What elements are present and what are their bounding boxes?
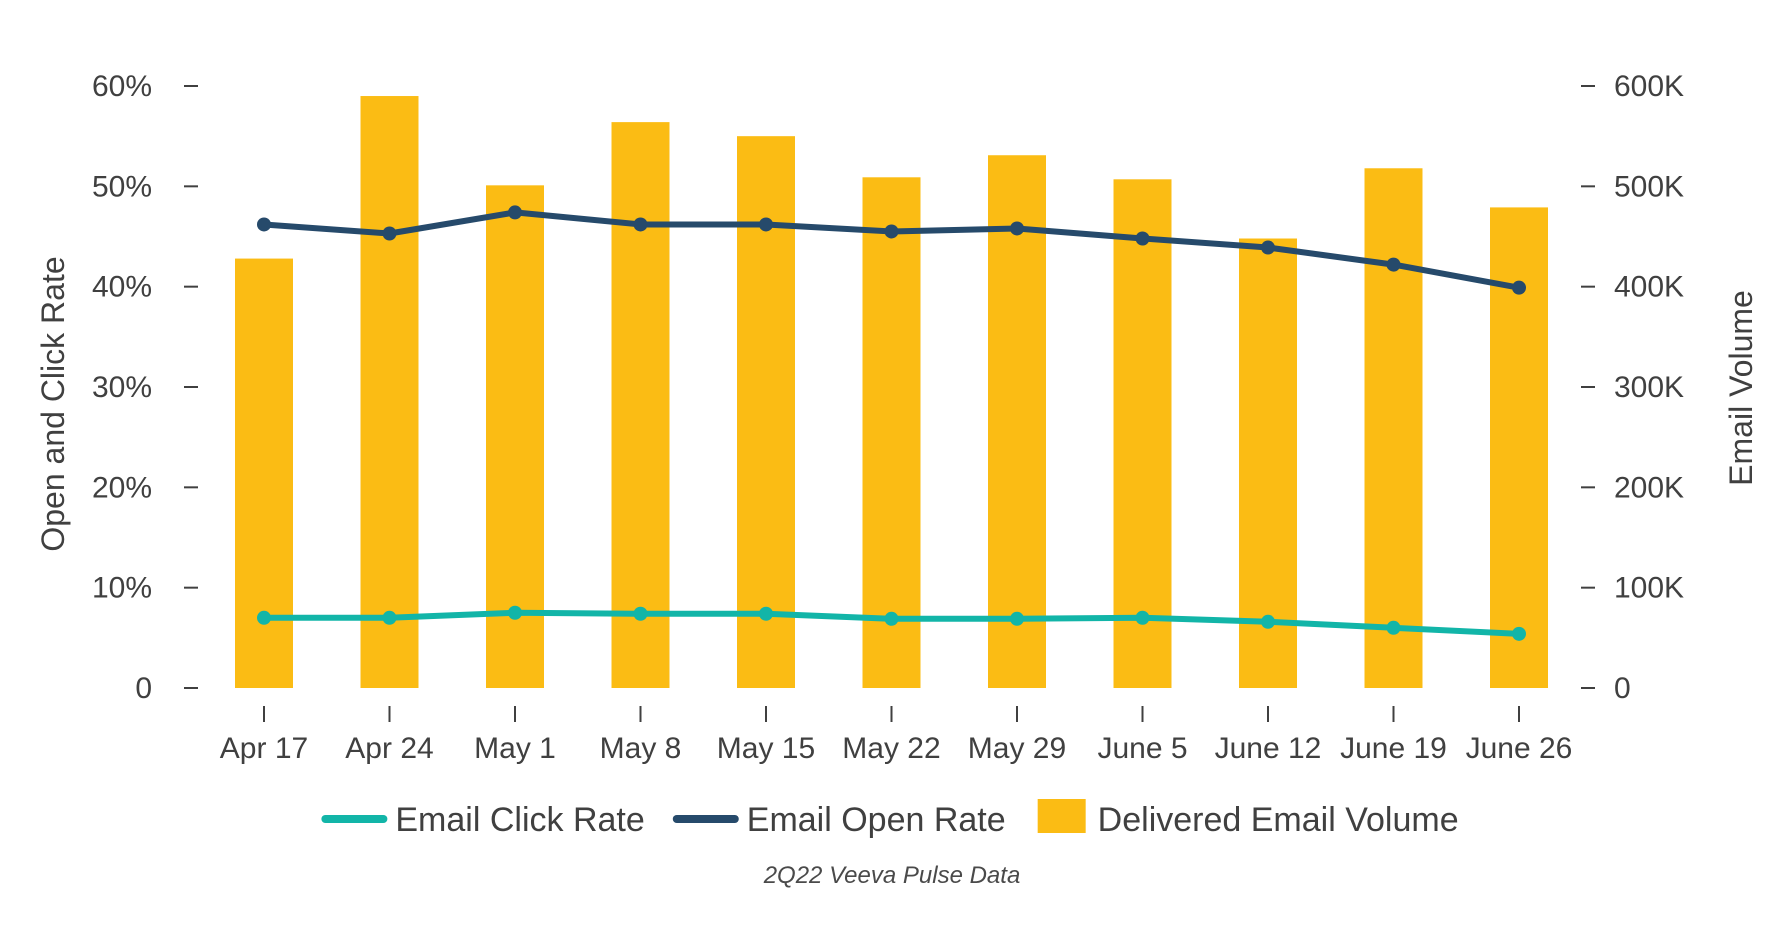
x-tick-label: Apr 17	[220, 732, 308, 765]
x-tick-label: June 12	[1215, 732, 1322, 765]
right-axis-title: Email Volume	[1723, 290, 1759, 486]
x-tick-label: May 29	[968, 732, 1066, 765]
left-tick-label: 0	[135, 672, 152, 705]
point-email-click-rate-10	[1512, 626, 1526, 641]
legend-label-email-open-rate: Email Open Rate	[747, 801, 1006, 839]
right-tick-label: 0	[1614, 672, 1631, 705]
x-tick-label: Apr 24	[345, 732, 433, 765]
bar-may-29	[988, 155, 1046, 689]
left-tick-label: 50%	[92, 170, 152, 203]
right-tick-label: 400K	[1614, 271, 1684, 304]
left-axis-title: Open and Click Rate	[35, 256, 71, 551]
bar-apr-24	[360, 96, 419, 689]
right-axis: 0 100K 200K 300K 400K 500K 600K	[1581, 70, 1684, 705]
right-tick-label: 600K	[1614, 70, 1684, 103]
bar-may-1	[486, 185, 544, 688]
point-email-open-rate-5	[884, 224, 899, 239]
bar-may-22	[862, 177, 921, 688]
left-tick-label: 40%	[92, 271, 152, 304]
point-email-click-rate-4	[759, 606, 773, 621]
right-tick-label: 200K	[1614, 471, 1684, 504]
left-tick-label: 60%	[92, 70, 152, 103]
point-email-open-rate-1	[382, 226, 397, 241]
legend-label-delivered-email-volume: Delivered Email Volume	[1098, 801, 1459, 839]
point-email-open-rate-6	[1010, 221, 1024, 236]
left-axis: 0 10% 20% 30% 40% 50% 60%	[92, 70, 198, 705]
point-email-open-rate-2	[508, 205, 522, 220]
bar-may-8	[611, 122, 670, 689]
point-email-click-rate-8	[1261, 614, 1275, 629]
left-tick-label: 20%	[92, 471, 152, 504]
source-note: 2Q22 Veeva Pulse Data	[763, 862, 1021, 889]
right-tick-label: 100K	[1614, 572, 1684, 605]
lines-group	[257, 205, 1526, 641]
point-email-click-rate-0	[257, 610, 271, 625]
bar-june-12	[1239, 238, 1297, 689]
legend-label-email-click-rate: Email Click Rate	[395, 801, 644, 839]
right-tick-label: 500K	[1614, 170, 1684, 203]
point-email-open-rate-7	[1135, 231, 1150, 246]
point-email-click-rate-2	[508, 605, 522, 620]
point-email-click-rate-5	[884, 611, 899, 626]
point-email-click-rate-3	[633, 606, 648, 621]
x-axis: Apr 17 Apr 24 May 1 May 8 May 15 May 22 May 29…	[220, 706, 1573, 765]
bar-june-26	[1490, 207, 1548, 689]
x-tick-label: June 26	[1466, 732, 1573, 765]
point-email-click-rate-1	[382, 610, 397, 625]
x-tick-label: May 15	[717, 732, 815, 765]
x-tick-label: May 1	[474, 732, 556, 765]
legend: Email Click Rate Email Open Rate Delivered…	[321, 799, 1459, 839]
x-tick-label: May 22	[842, 732, 940, 765]
point-email-open-rate-4	[759, 217, 773, 232]
x-tick-label: June 19	[1340, 732, 1447, 765]
point-email-open-rate-3	[633, 217, 648, 232]
bar-june-5	[1113, 179, 1172, 688]
left-tick-label: 30%	[92, 371, 152, 404]
x-tick-label: May 8	[600, 732, 682, 765]
bar-june-19	[1364, 168, 1423, 689]
point-email-open-rate-8	[1261, 240, 1275, 255]
point-email-open-rate-9	[1386, 257, 1401, 272]
legend-swatch-delivered-email-volume	[1037, 799, 1086, 833]
point-email-click-rate-6	[1010, 611, 1024, 626]
right-tick-label: 300K	[1614, 371, 1684, 404]
point-email-open-rate-10	[1512, 280, 1526, 295]
bars-group	[235, 96, 1548, 689]
point-email-click-rate-7	[1135, 610, 1150, 625]
x-tick-label: June 5	[1097, 732, 1187, 765]
left-tick-label: 10%	[92, 572, 152, 605]
point-email-click-rate-9	[1386, 620, 1401, 635]
point-email-open-rate-0	[257, 217, 271, 232]
